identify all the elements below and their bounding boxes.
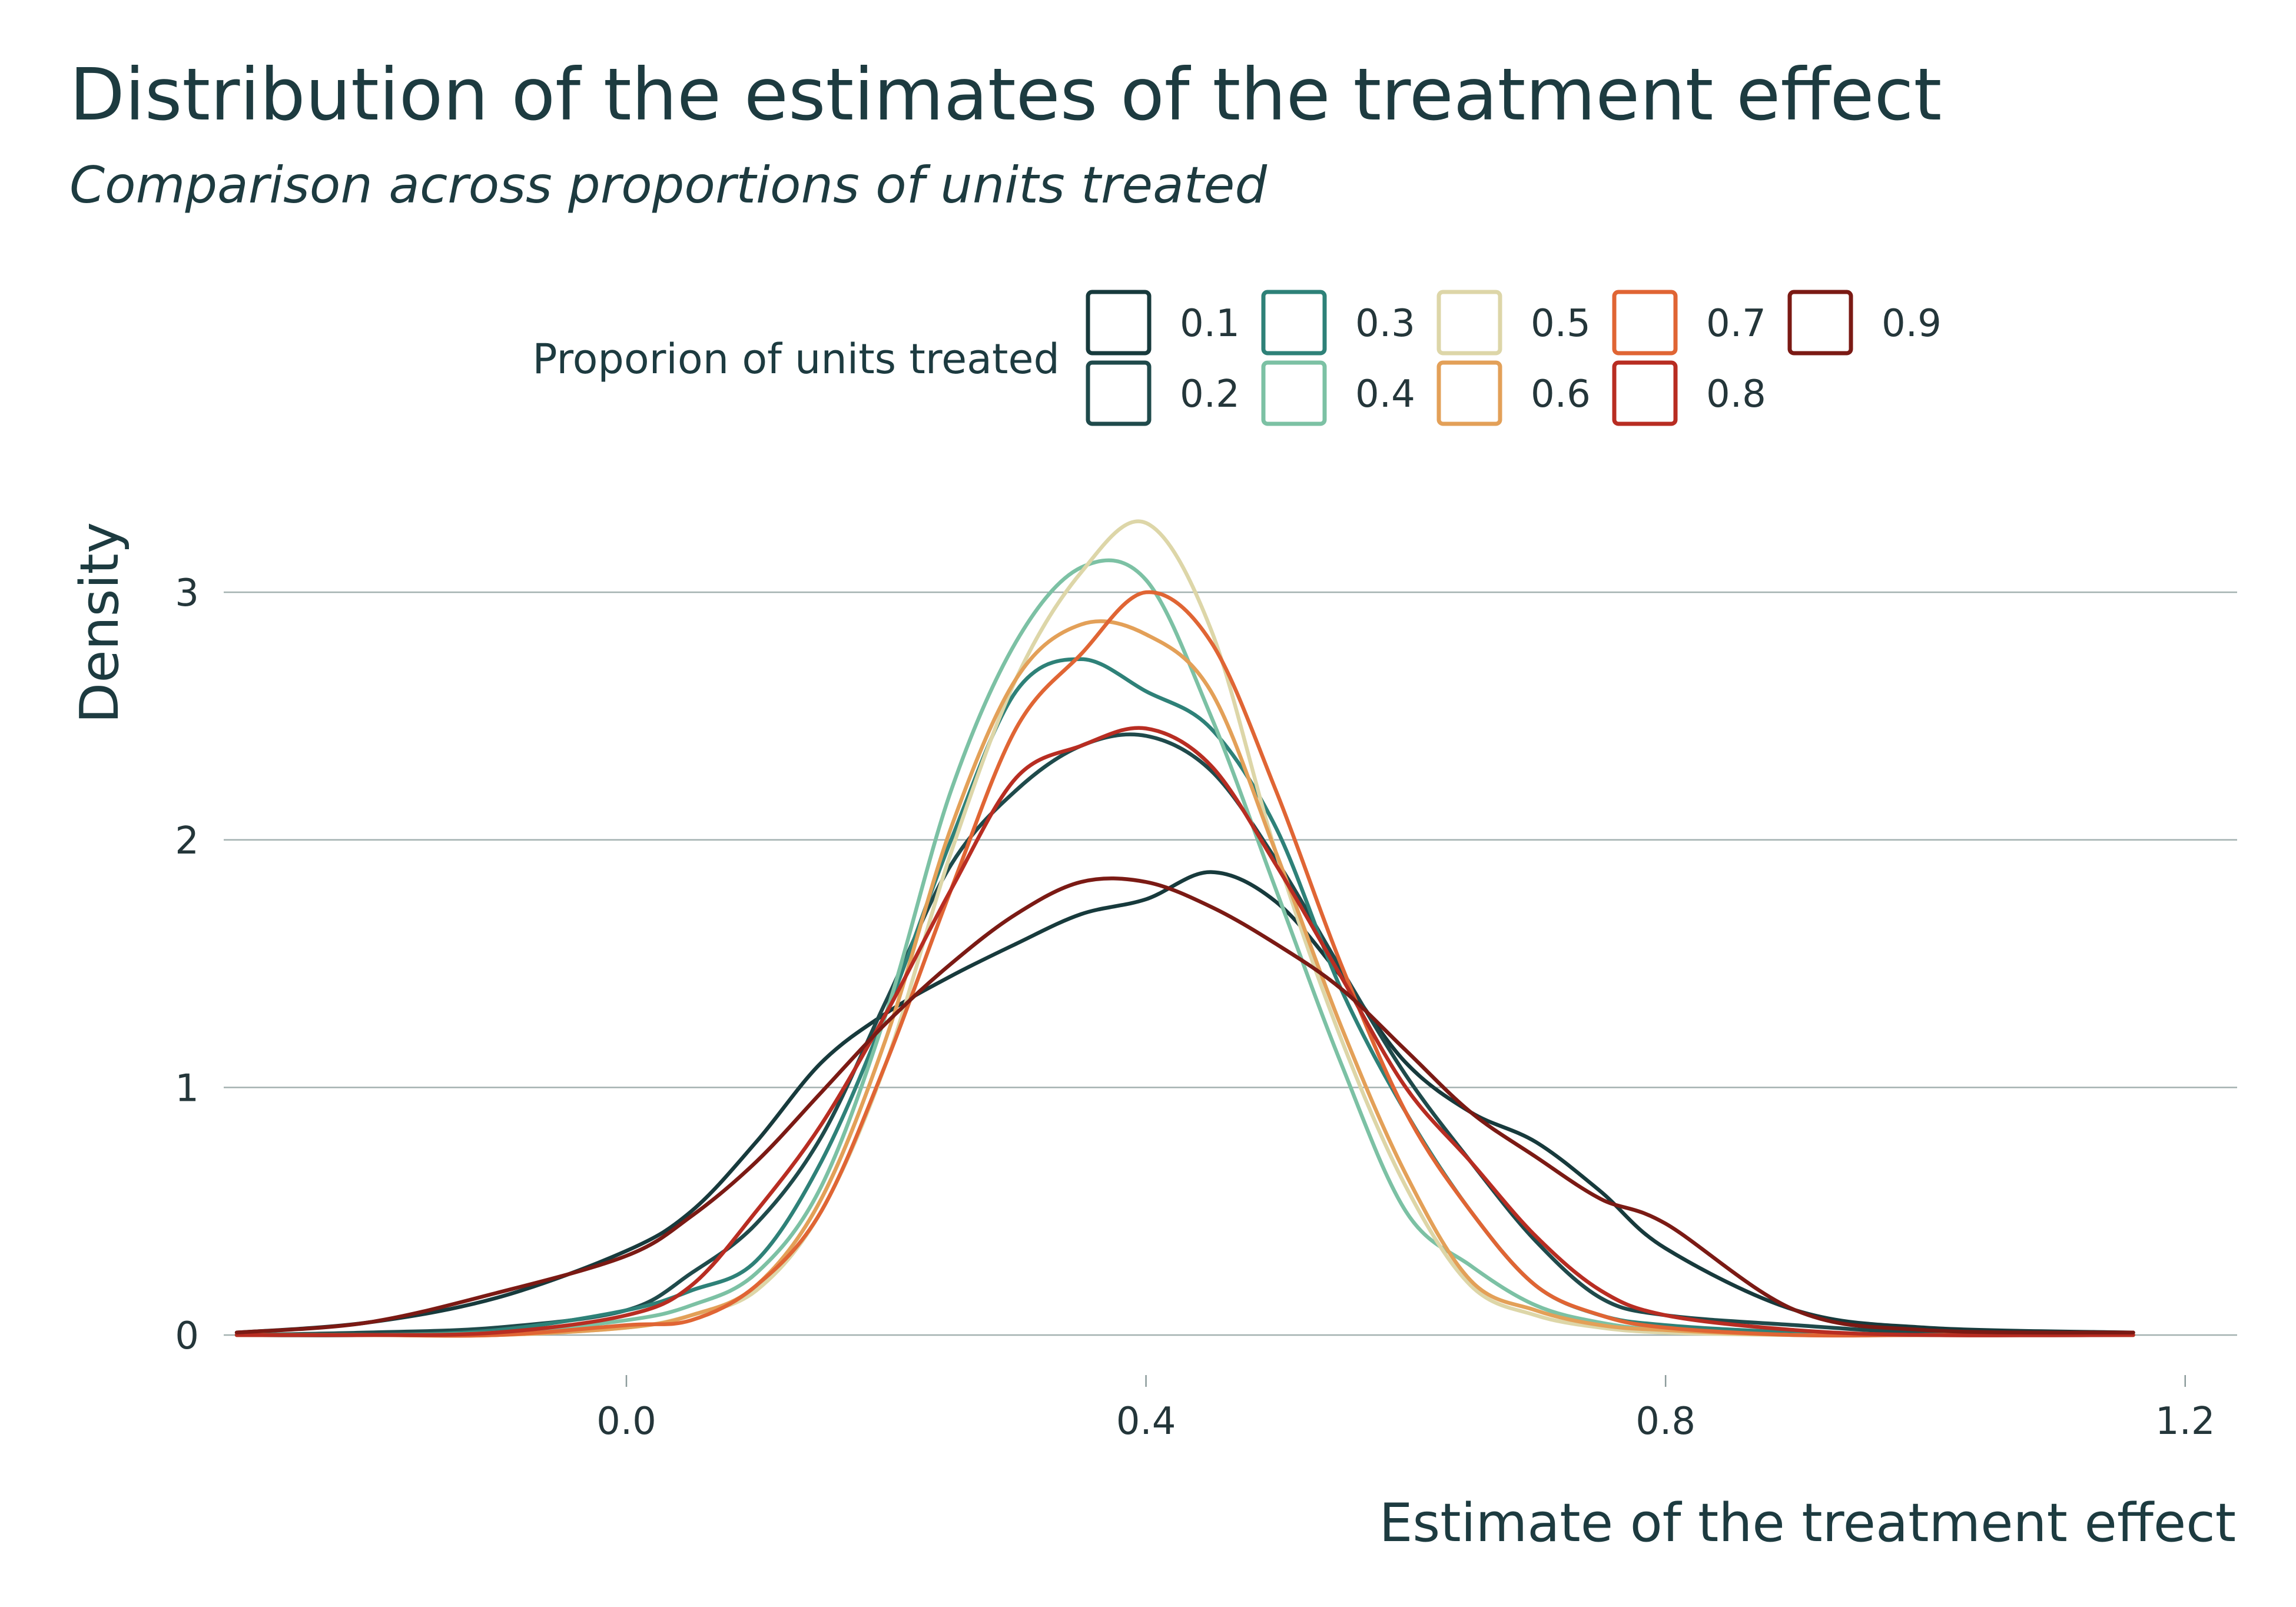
y-axis-title: Density xyxy=(69,522,131,723)
legend-key xyxy=(1436,360,1502,426)
x-tick-label: 0.0 xyxy=(596,1400,656,1443)
legend-item: 0.1 xyxy=(1086,290,1240,356)
series-line-0-8 xyxy=(234,726,2135,1337)
chart-title: Distribution of the estimates of the tre… xyxy=(69,53,1942,137)
legend-label: 0.9 xyxy=(1882,302,1942,346)
series-line-0-3 xyxy=(234,657,2135,1337)
legend-label: 0.3 xyxy=(1355,302,1415,346)
legend-label: 0.7 xyxy=(1706,302,1766,346)
legend-key xyxy=(1086,290,1152,356)
series-line-0-7 xyxy=(234,590,2135,1338)
x-tick-label: 0.8 xyxy=(1635,1400,1696,1443)
x-tick-label: 1.2 xyxy=(2155,1400,2215,1443)
legend-title: Proporion of units treated xyxy=(532,335,1060,383)
legend-item: 0.8 xyxy=(1612,360,1766,426)
series-lines xyxy=(234,519,2135,1338)
chart-subtitle: Comparison across proportions of units t… xyxy=(69,156,1268,215)
legend-label: 0.6 xyxy=(1531,373,1591,416)
x-tick-label: 0.4 xyxy=(1116,1400,1176,1443)
x-axis-title: Estimate of the treatment effect xyxy=(1379,1492,2236,1554)
y-tick-label: 2 xyxy=(175,819,199,863)
y-tick-label: 3 xyxy=(175,572,199,615)
legend-item: 0.3 xyxy=(1261,290,1415,356)
legend-item: 0.6 xyxy=(1436,360,1591,426)
legend-key xyxy=(1261,290,1327,356)
y-tick-label: 0 xyxy=(175,1314,199,1358)
legend-item: 0.2 xyxy=(1086,360,1240,426)
series-line-0-6 xyxy=(234,619,2135,1338)
legend-key xyxy=(1787,290,1853,356)
series-line-0-5 xyxy=(234,519,2135,1338)
legend-label: 0.4 xyxy=(1355,373,1415,416)
y-tick-label: 1 xyxy=(175,1067,199,1110)
legend-key xyxy=(1612,290,1678,356)
legend-item: 0.5 xyxy=(1436,290,1591,356)
series-line-0-1 xyxy=(234,870,2135,1335)
legend-key xyxy=(1086,360,1152,426)
legend-item: 0.4 xyxy=(1261,360,1415,426)
legend-item: 0.9 xyxy=(1787,290,1942,356)
series-line-0-2 xyxy=(234,732,2135,1337)
legend-label: 0.5 xyxy=(1531,302,1591,346)
legend-key xyxy=(1436,290,1502,356)
legend: Proporion of units treated 0.10.20.30.40… xyxy=(532,290,1942,426)
legend-key xyxy=(1261,360,1327,426)
y-axis-ticks: 0 1 2 3 xyxy=(175,572,199,1358)
x-axis-ticks: 0.0 0.4 0.8 1.2 xyxy=(596,1375,2215,1443)
series-line-0-9 xyxy=(234,876,2135,1335)
legend-items: 0.1 0.2 0.3 0.4 0.5 0.6 0.7 0.8 0.9 xyxy=(1086,290,1942,426)
grid xyxy=(224,591,2237,1336)
legend-label: 0.2 xyxy=(1180,373,1240,416)
series-line-0-4 xyxy=(234,558,2135,1337)
legend-item: 0.7 xyxy=(1612,290,1766,356)
legend-label: 0.8 xyxy=(1706,373,1766,416)
legend-key xyxy=(1612,360,1678,426)
legend-label: 0.1 xyxy=(1180,302,1240,346)
